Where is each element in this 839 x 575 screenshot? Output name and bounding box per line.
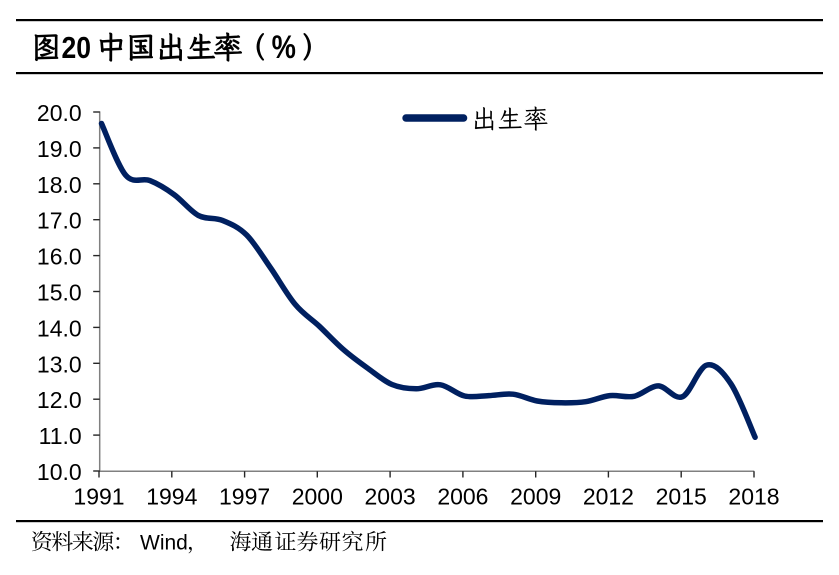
svg-text:%: % [272, 30, 296, 66]
svg-text:2018: 2018 [728, 484, 779, 510]
svg-text:10.0: 10.0 [37, 459, 82, 485]
svg-text:1997: 1997 [219, 484, 270, 510]
svg-text:2006: 2006 [437, 484, 488, 510]
svg-text:20: 20 [62, 30, 92, 65]
svg-text:19.0: 19.0 [37, 136, 82, 162]
svg-text:12.0: 12.0 [37, 387, 82, 413]
svg-text:2000: 2000 [292, 484, 343, 510]
svg-text:2009: 2009 [510, 484, 561, 510]
svg-text:2012: 2012 [583, 484, 634, 510]
svg-text:16.0: 16.0 [37, 244, 82, 270]
svg-text:14.0: 14.0 [37, 315, 82, 341]
svg-text:20.0: 20.0 [37, 100, 82, 126]
svg-text:15.0: 15.0 [37, 280, 82, 306]
svg-text:18.0: 18.0 [37, 172, 82, 198]
svg-text:2003: 2003 [365, 484, 416, 510]
svg-text:11.0: 11.0 [39, 423, 82, 449]
svg-text:Wind: Wind [140, 531, 188, 554]
svg-text:17.0: 17.0 [37, 208, 82, 234]
svg-text:1994: 1994 [146, 484, 197, 510]
svg-text:2015: 2015 [656, 484, 707, 510]
svg-text:1991: 1991 [73, 484, 124, 510]
svg-text:13.0: 13.0 [37, 351, 82, 377]
